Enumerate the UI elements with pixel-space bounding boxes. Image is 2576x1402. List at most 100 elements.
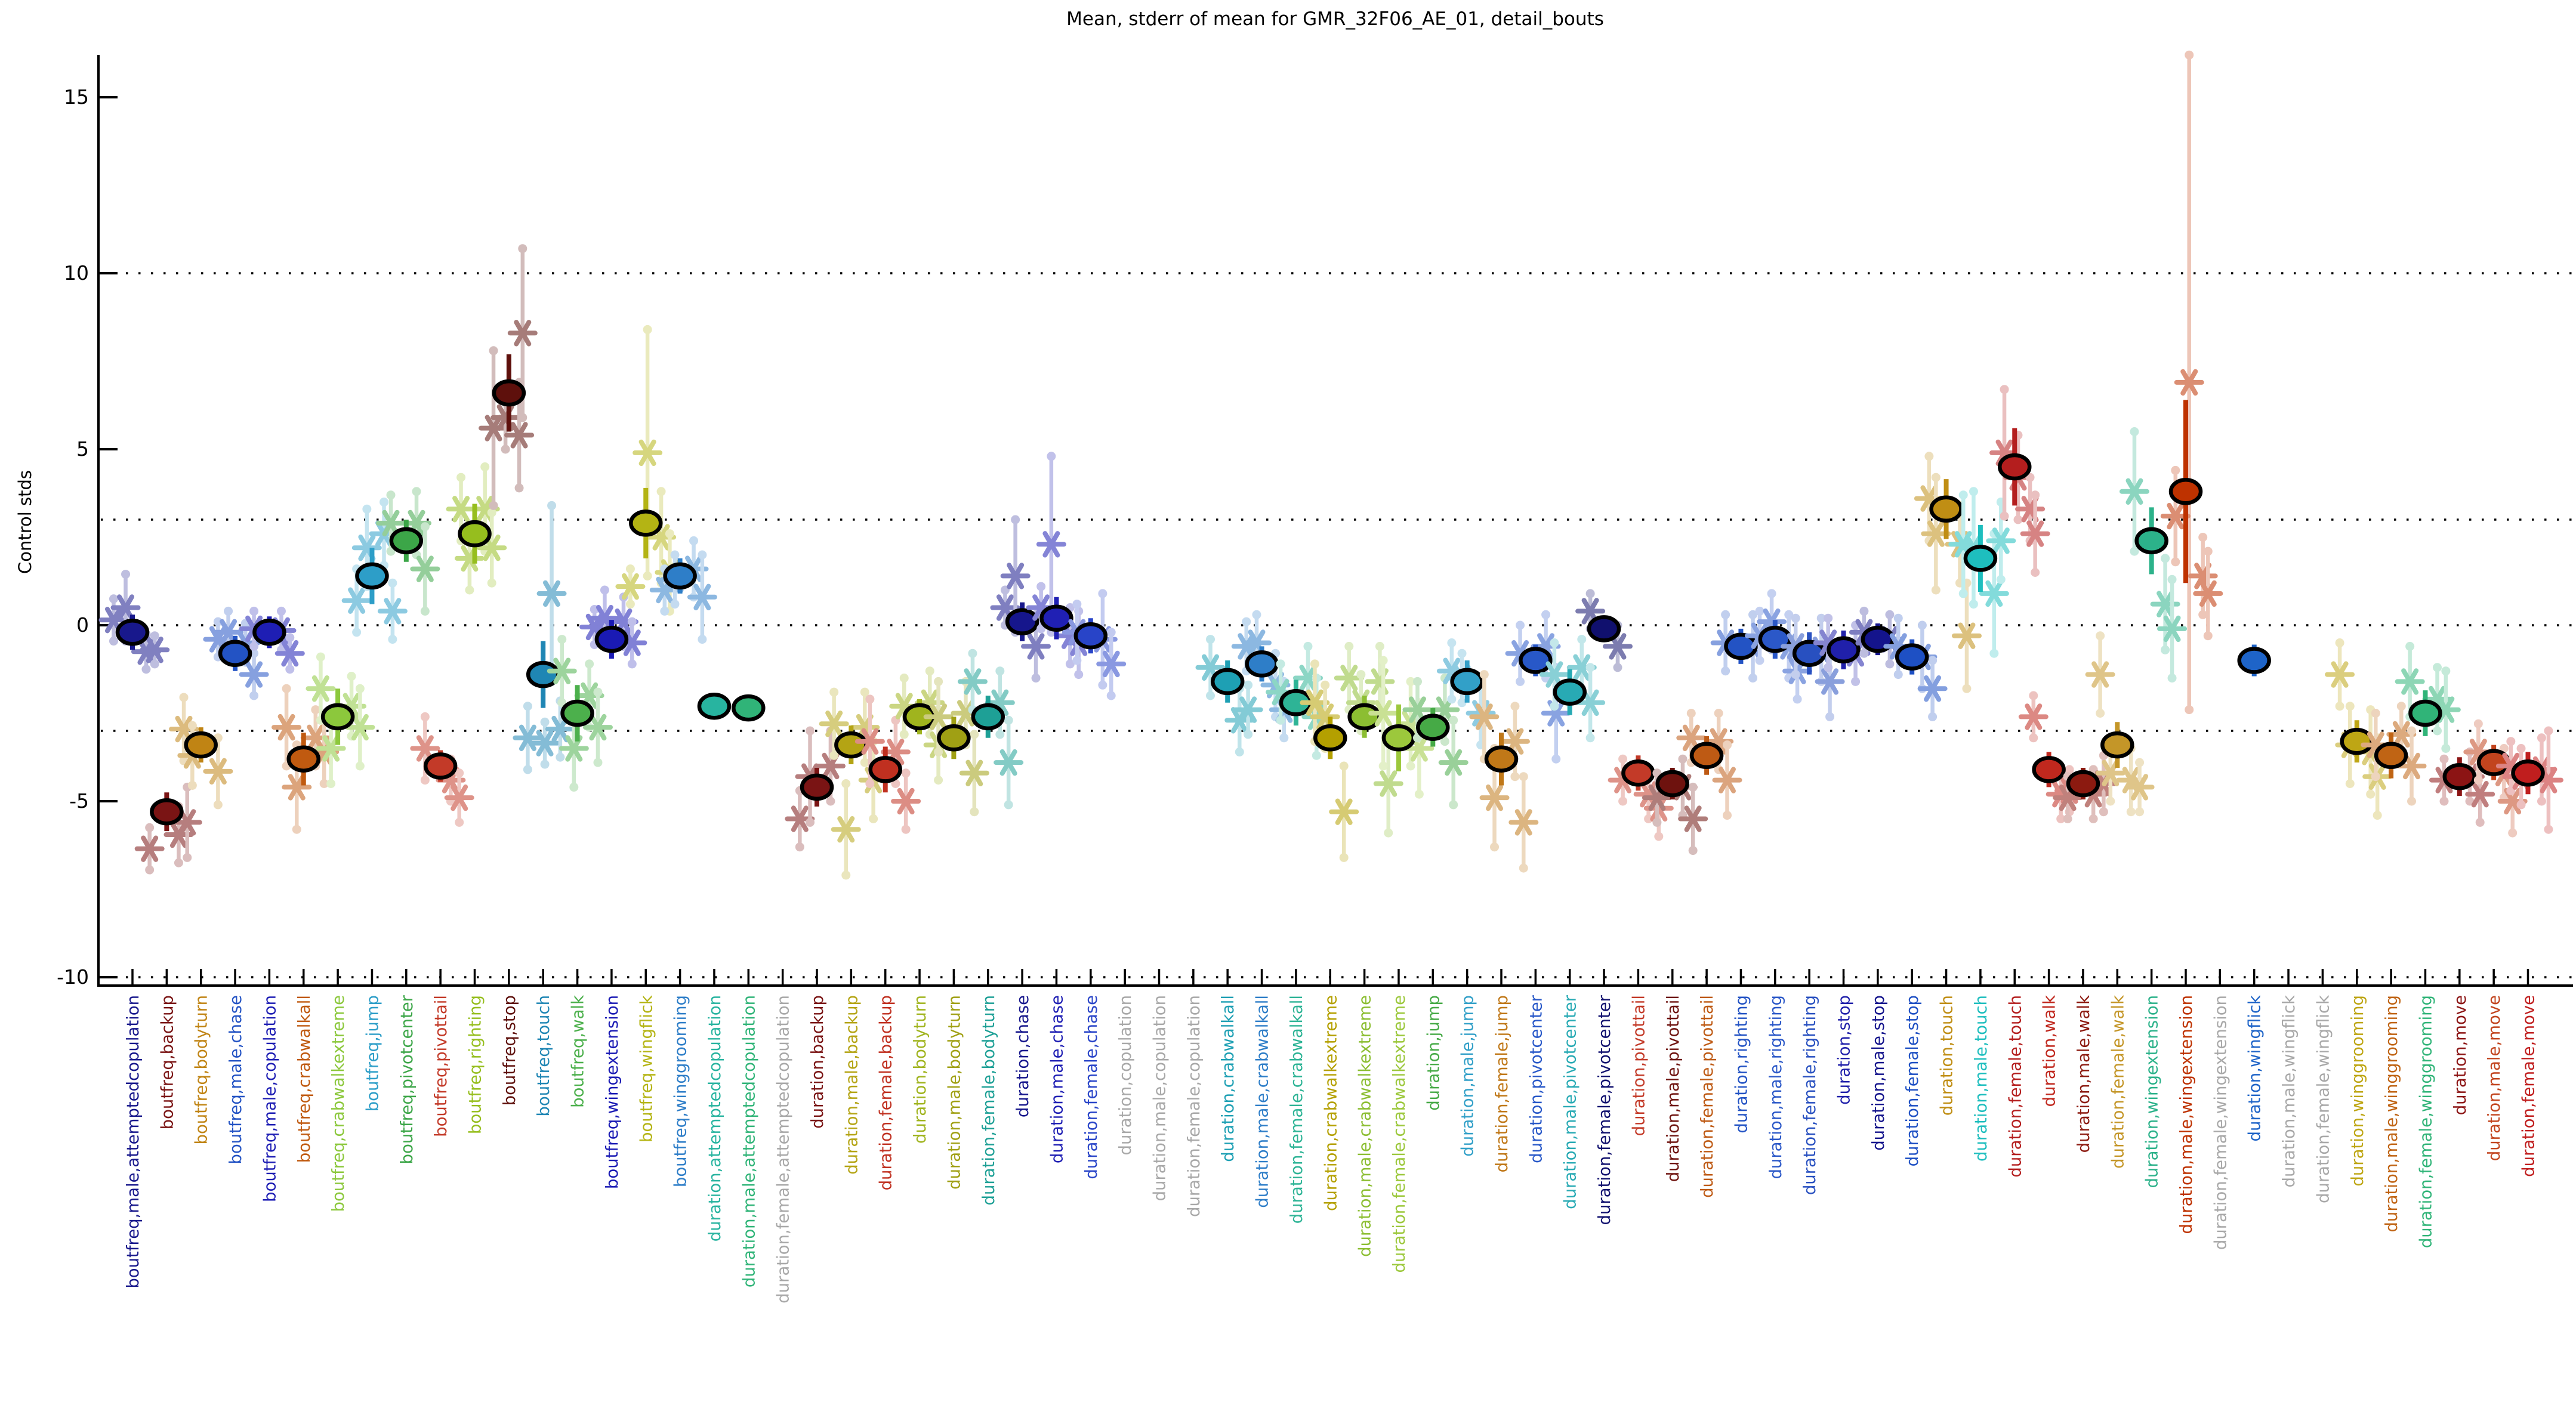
control-errorbar-cap: [1755, 656, 1764, 665]
category-label: duration,touch: [1938, 995, 1957, 1116]
control-star: [861, 728, 879, 755]
control-errorbar-cap: [1550, 638, 1559, 647]
control-errorbar-cap: [319, 779, 329, 788]
control-star: [652, 524, 670, 551]
mean-point: [697, 692, 732, 720]
control-errorbar-cap: [1510, 702, 1520, 711]
category-label: boutfreq,bodyturn: [192, 995, 211, 1144]
mean-point: [355, 562, 389, 590]
control-star: [1514, 809, 1532, 836]
control-errorbar-cap: [388, 635, 397, 644]
control-errorbar-cap: [1321, 680, 1330, 690]
mean-point: [389, 527, 424, 555]
control-errorbar-cap: [670, 550, 680, 560]
control-errorbar-cap: [925, 666, 934, 676]
control-errorbar-cap: [1449, 715, 1458, 725]
mean-point: [423, 752, 458, 780]
control-errorbar-cap: [1793, 694, 1802, 704]
control-errorbar-cap: [643, 325, 652, 334]
control-errorbar-cap: [1490, 842, 1500, 852]
mean-point: [732, 694, 766, 722]
control-errorbar-cap: [1824, 613, 1833, 623]
control-errorbar-cap: [1989, 648, 1999, 658]
control-star: [536, 730, 554, 756]
control-errorbar-cap: [1440, 737, 1449, 746]
control-errorbar-cap: [276, 606, 286, 616]
mean-point: [218, 640, 252, 667]
control-errorbar-cap: [1279, 733, 1289, 743]
control-errorbar-cap: [625, 564, 635, 574]
mean-point: [1450, 668, 1484, 696]
control-errorbar-cap: [806, 817, 815, 827]
control-errorbar-cap: [934, 677, 943, 686]
control-star: [999, 749, 1017, 776]
control-errorbar-cap: [1644, 814, 1653, 823]
control-star: [452, 496, 470, 523]
control-errorbar-cap: [213, 617, 223, 626]
control-errorbar-cap: [2405, 641, 2415, 651]
control-errorbar-cap: [2056, 814, 2066, 823]
control-errorbar-cap: [1339, 853, 1349, 862]
mean-point: [1210, 668, 1245, 696]
control-errorbar-cap: [2198, 610, 2208, 619]
mean-point: [560, 699, 594, 727]
control-errorbar-cap: [670, 600, 680, 609]
control-star: [146, 637, 163, 663]
control-errorbar-cap: [1791, 670, 1800, 680]
category-label: duration,wingextension: [2143, 995, 2162, 1188]
mean-point: [115, 619, 150, 646]
category-label: duration,male,copulation: [1150, 995, 1170, 1201]
control-errorbar-cap: [1893, 670, 1903, 680]
control-star: [996, 594, 1014, 621]
control-star: [1032, 594, 1050, 621]
category-label: duration,crabwalkextreme: [1321, 995, 1340, 1211]
control-star: [1927, 520, 1945, 547]
control-errorbar-cap: [1784, 610, 1794, 619]
control-errorbar-cap: [593, 687, 603, 697]
control-star: [281, 640, 299, 667]
control-star: [2331, 661, 2349, 688]
control-errorbar-cap: [2203, 546, 2213, 556]
control-errorbar-cap: [2065, 765, 2074, 774]
control-star: [2199, 580, 2217, 607]
control-errorbar-cap: [2185, 705, 2194, 715]
control-errorbar-cap: [2407, 726, 2417, 736]
control-errorbar-cap: [1303, 641, 1313, 651]
control-errorbar-cap: [627, 659, 637, 669]
control-errorbar-cap: [352, 628, 362, 637]
control-errorbar-cap: [224, 606, 233, 616]
control-errorbar-cap: [1414, 789, 1424, 799]
y-tick-label: 0: [76, 613, 89, 637]
category-label: duration,attemptedcopulation: [705, 995, 724, 1242]
control-errorbar-cap: [1958, 490, 1968, 500]
mean-point: [2442, 762, 2477, 790]
control-errorbar-cap: [285, 633, 295, 643]
control-errorbar-cap: [899, 674, 909, 683]
category-label: duration,female,touch: [2006, 995, 2025, 1178]
control-errorbar-cap: [2335, 638, 2344, 647]
control-errorbar-cap: [2031, 490, 2040, 500]
control-errorbar-cap: [412, 487, 421, 496]
control-errorbar-cap: [380, 498, 389, 507]
control-errorbar-cap: [311, 705, 320, 715]
control-errorbar-cap: [1688, 782, 1698, 792]
category-label: boutfreq,male,chase: [226, 995, 245, 1165]
y-tick-label: -10: [57, 965, 89, 989]
control-errorbar-cap: [1447, 638, 1457, 647]
control-star: [2471, 781, 2489, 808]
control-errorbar-cap: [865, 779, 875, 788]
mean-point: [1998, 453, 2032, 481]
control-errorbar-cap: [1412, 677, 1422, 686]
control-errorbar-cap: [355, 761, 365, 771]
control-star: [2504, 788, 2522, 815]
control-errorbar-cap: [995, 730, 1005, 739]
control-errorbar-cap: [1585, 663, 1595, 672]
control-errorbar-cap: [285, 665, 295, 674]
control-errorbar-cap: [2439, 754, 2449, 764]
control-errorbar-cap: [2126, 807, 2136, 817]
control-errorbar-cap: [2167, 575, 2177, 584]
control-errorbar-cap: [2345, 702, 2355, 711]
control-star: [1445, 749, 1463, 776]
control-errorbar-cap: [213, 800, 223, 810]
control-errorbar-cap: [2063, 814, 2072, 823]
